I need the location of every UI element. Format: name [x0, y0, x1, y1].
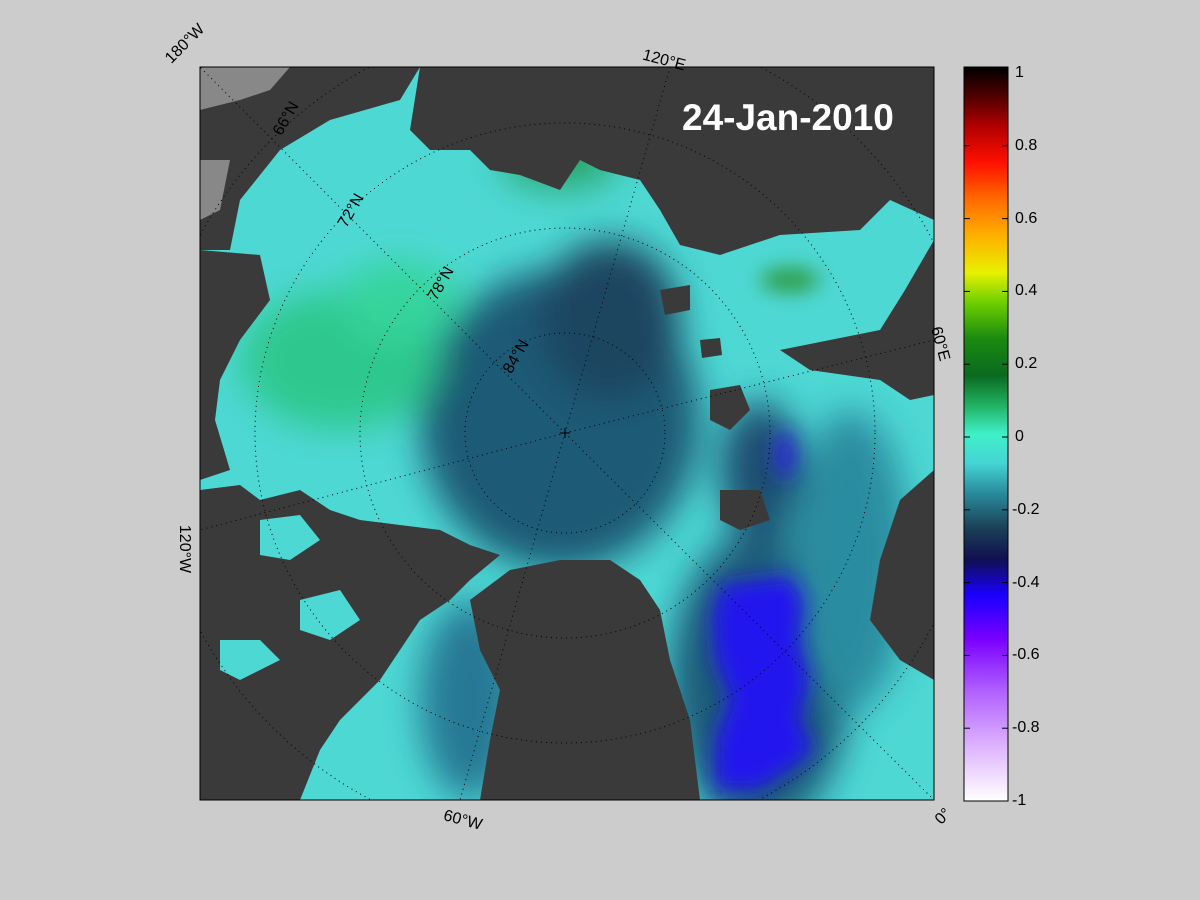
- date-label: 24-Jan-2010: [682, 97, 894, 138]
- colorbar-tick-label: 0.2: [1015, 355, 1038, 373]
- land: [200, 67, 934, 800]
- colorbar-tick-label: 0.4: [1015, 282, 1038, 300]
- colorbar-tick-label: -0.4: [1012, 573, 1040, 591]
- colorbar-tick-label: 0.8: [1015, 136, 1038, 154]
- meridian-label-120w: 120°W: [176, 524, 194, 574]
- graticule: [200, 67, 934, 800]
- colorbar-tick-label: 1: [1015, 64, 1024, 81]
- map-panel: [200, 67, 934, 800]
- colorbar-gradient: [963, 66, 1009, 802]
- colorbar-tick-label: -0.6: [1012, 646, 1040, 664]
- colorbar-tick-label: -0.2: [1012, 500, 1040, 518]
- colorbar-tick-label: -1: [1012, 792, 1027, 809]
- colorbar-tick-label: 0.6: [1015, 209, 1038, 227]
- colorbar-tick-label: 0: [1015, 428, 1024, 445]
- north-pole-marker: [560, 428, 570, 438]
- colorbar-tick-label: -0.8: [1012, 719, 1040, 737]
